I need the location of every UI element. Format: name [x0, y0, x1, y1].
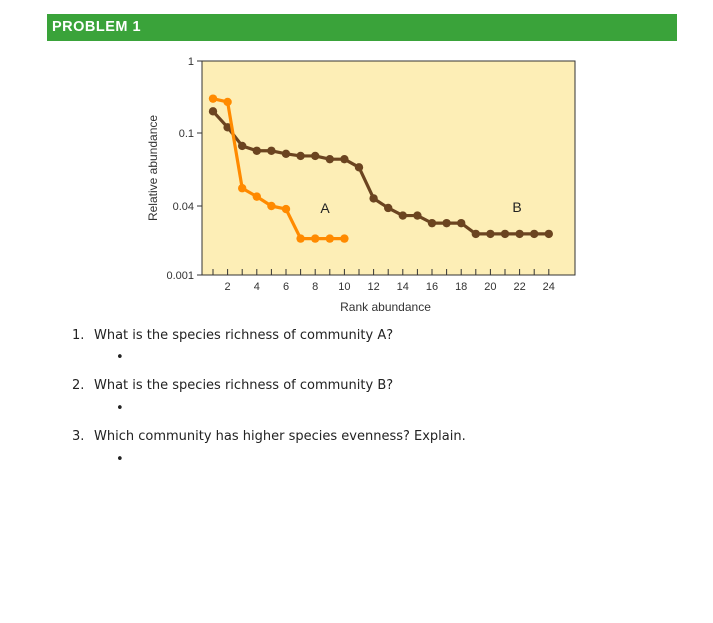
x-tick-label: 16 — [426, 281, 438, 293]
data-point-b — [311, 151, 320, 161]
plot-area — [201, 60, 576, 276]
data-point-b — [427, 218, 437, 228]
data-point-b — [340, 154, 349, 164]
question-text: What is the species richness of communit… — [94, 328, 394, 343]
x-tick-label: 8 — [312, 281, 318, 293]
series-label-b: B — [512, 199, 521, 215]
data-point-b — [208, 107, 218, 116]
y-tick-label: 0.001 — [166, 270, 194, 282]
data-point-b — [413, 211, 422, 220]
data-point-a — [281, 204, 291, 214]
data-point-a — [208, 94, 218, 103]
data-point-b — [267, 146, 276, 155]
data-point-b — [223, 123, 232, 132]
x-tick-label: 6 — [283, 281, 289, 293]
data-point-b — [281, 149, 291, 159]
x-axis-label: Rank abundance — [340, 300, 431, 314]
data-point-a — [311, 234, 320, 243]
x-tick-label: 22 — [513, 281, 525, 293]
data-point-a — [238, 184, 247, 193]
data-point-a — [223, 97, 232, 107]
question-3: 3. Which community has higher species ev… — [72, 429, 466, 444]
data-point-b — [500, 229, 510, 239]
question-text: Which community has higher species evenn… — [94, 429, 466, 444]
question-number: 2. — [72, 378, 85, 393]
answer-bullet: • — [116, 401, 124, 416]
problem-title: PROBLEM 1 — [52, 19, 142, 35]
data-point-b — [530, 229, 539, 239]
x-tick-label: 18 — [455, 281, 467, 293]
series-line-a — [212, 97, 345, 241]
data-point-a — [267, 201, 276, 211]
y-tick-label: 0.1 — [179, 128, 194, 140]
data-point-b — [238, 141, 247, 151]
x-tick-label: 2 — [225, 281, 231, 293]
data-point-b — [252, 146, 261, 155]
data-point-a — [252, 192, 261, 201]
data-point-b — [296, 151, 305, 161]
data-point-b — [442, 218, 451, 228]
data-point-b — [544, 229, 553, 239]
x-tick-label: 12 — [367, 281, 379, 293]
question-text: What is the species richness of communit… — [94, 378, 394, 393]
data-point-b — [471, 229, 480, 239]
data-point-a — [296, 234, 305, 243]
x-tick-label: 4 — [254, 281, 260, 293]
question-1: 1. What is the species richness of commu… — [72, 328, 393, 343]
data-point-b — [398, 211, 407, 220]
problem-banner: PROBLEM 1 — [47, 14, 677, 41]
answer-bullet: • — [116, 452, 124, 467]
y-axis-label: Relative abundance — [146, 115, 160, 221]
data-point-b — [457, 218, 466, 228]
data-point-b — [369, 194, 378, 203]
data-point-a — [340, 234, 349, 243]
x-tick-label: 14 — [397, 281, 409, 293]
x-tick-label: 10 — [338, 281, 350, 293]
y-tick-label: 0.04 — [173, 201, 194, 213]
data-point-b — [325, 154, 334, 164]
y-tick-label: 1 — [188, 56, 194, 68]
data-point-b — [384, 203, 393, 213]
x-tick-label: 20 — [484, 281, 496, 293]
data-point-b — [354, 163, 364, 172]
question-2: 2. What is the species richness of commu… — [72, 378, 393, 393]
data-point-b — [515, 229, 524, 239]
x-tick-label: 24 — [543, 281, 555, 293]
question-number: 3. — [72, 429, 85, 444]
question-number: 1. — [72, 328, 85, 343]
data-point-b — [486, 229, 495, 239]
data-point-a — [325, 234, 334, 243]
answer-bullet: • — [116, 350, 124, 365]
series-label-a: A — [320, 200, 330, 216]
